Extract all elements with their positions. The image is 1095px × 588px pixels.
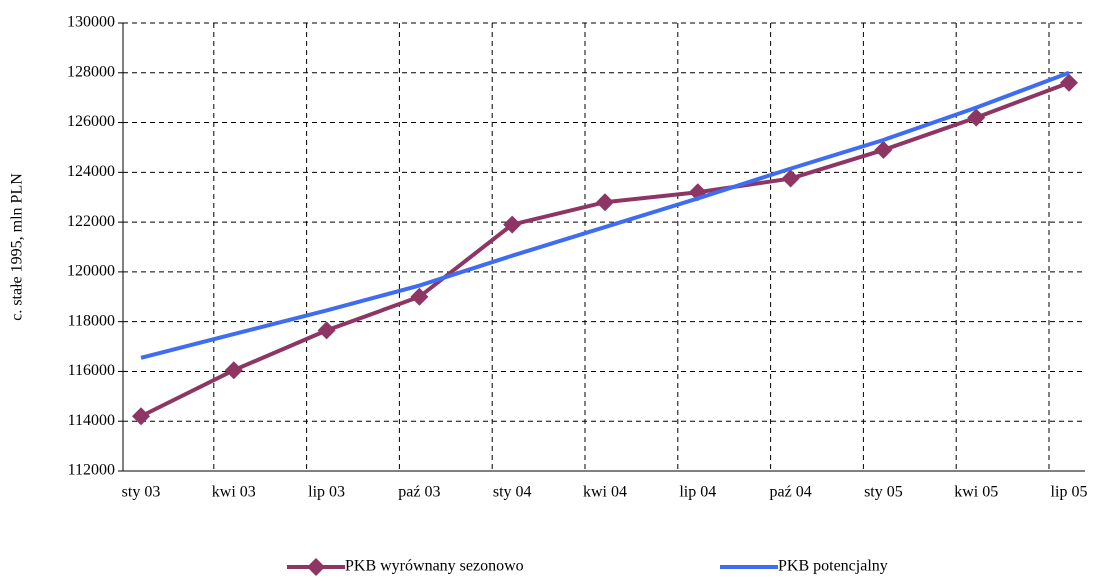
- data-point: [132, 407, 150, 426]
- y-tick-label: 126000: [67, 113, 115, 130]
- series-line: [140, 70, 1070, 360]
- x-tick-label: lip 05: [1051, 484, 1088, 501]
- legend-label: PKB potencjalny: [778, 558, 888, 575]
- x-tick-label: sty 05: [864, 484, 903, 501]
- data-point: [781, 169, 800, 188]
- x-tick-label: lip 04: [679, 484, 716, 501]
- y-tick-label: 124000: [67, 163, 115, 180]
- x-tick-label: paź 03: [398, 484, 440, 501]
- x-tick-label: kwi 05: [954, 484, 998, 501]
- y-tick-label: 118000: [68, 312, 115, 329]
- y-axis-label: c. stałe 1995, mln PLN: [9, 173, 26, 321]
- y-tick-label: 122000: [67, 213, 115, 230]
- legend-label: PKB wyrównany sezonowo: [345, 558, 524, 575]
- y-tick-label: 128000: [67, 63, 115, 80]
- data-point: [967, 108, 986, 127]
- legend-marker: [307, 558, 325, 576]
- x-tick-label: lip 03: [308, 484, 345, 501]
- x-tick-label: kwi 04: [583, 484, 627, 501]
- data-point: [317, 321, 336, 340]
- y-tick-label: 130000: [67, 14, 115, 31]
- data-point: [596, 193, 614, 212]
- series-line: [140, 80, 1070, 419]
- x-tick-label: sty 03: [122, 484, 161, 501]
- y-tick-label: 116000: [68, 362, 115, 379]
- data-point: [410, 287, 429, 306]
- data-point: [224, 361, 243, 380]
- x-tick-label: sty 04: [493, 484, 532, 501]
- x-tick-label: paź 04: [769, 484, 811, 501]
- data-point: [1060, 73, 1078, 92]
- x-tick-label: kwi 03: [212, 484, 256, 501]
- data-point: [503, 215, 522, 234]
- y-tick-label: 112000: [68, 462, 115, 479]
- y-tick-label: 120000: [67, 263, 115, 280]
- y-tick-label: 114000: [68, 412, 115, 429]
- data-point: [874, 140, 893, 159]
